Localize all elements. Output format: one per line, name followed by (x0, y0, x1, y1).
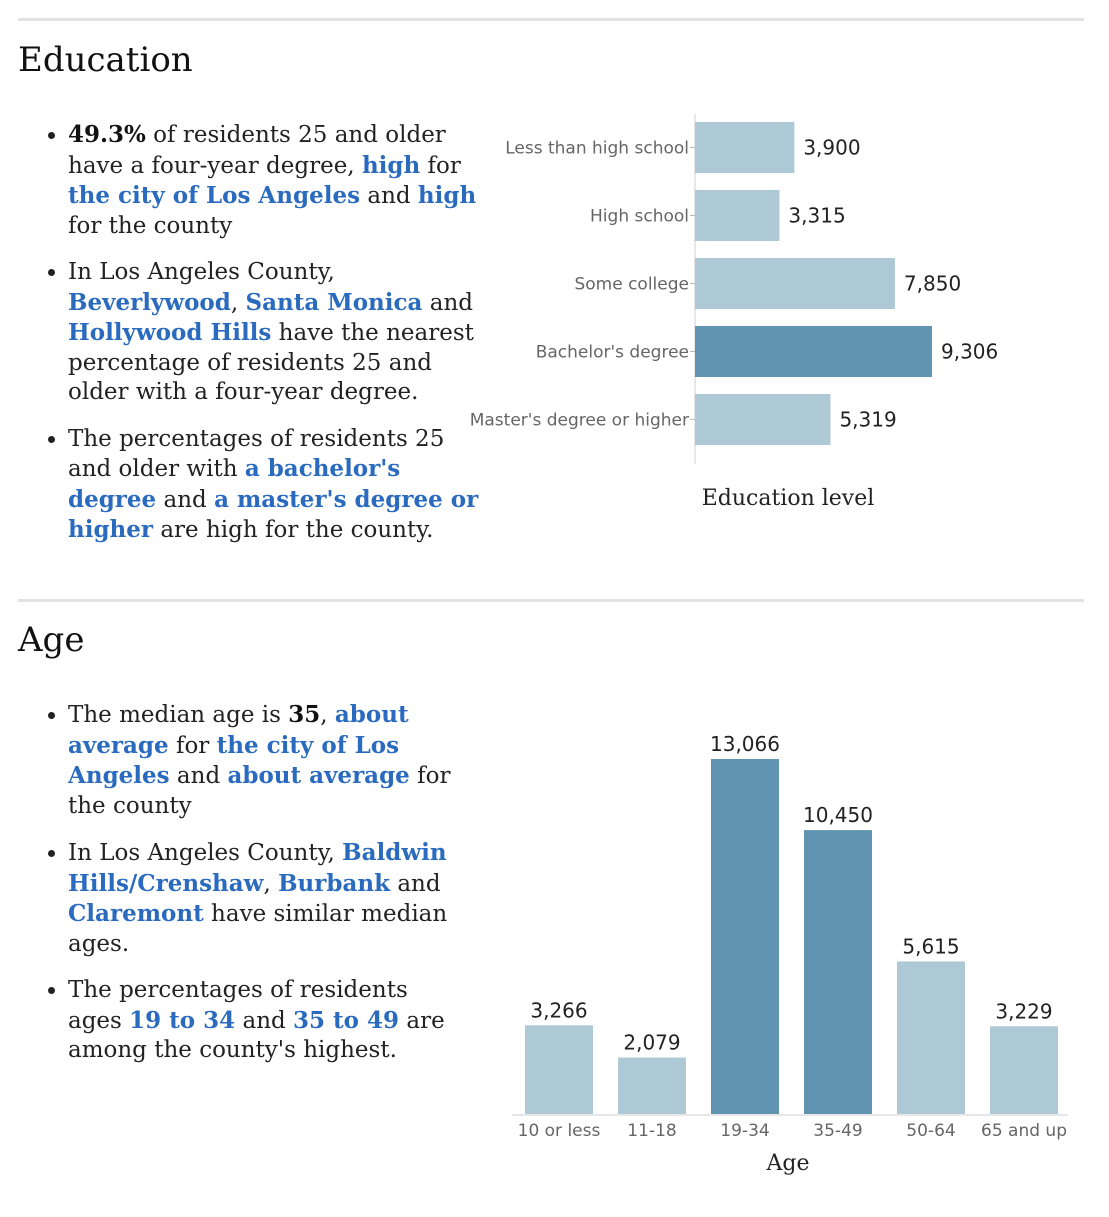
education-link[interactable]: a bachelor's degree (68, 455, 401, 513)
age-link[interactable]: the city of Los Angeles (68, 731, 400, 790)
education-chart: Less than high school 3,900 High school 3,3… (470, 114, 998, 511)
age-value-label: 10,450 (803, 803, 873, 827)
age-link[interactable]: Claremont (68, 900, 204, 927)
education-category-label: High school (590, 207, 689, 227)
age-chart: 3,266 10 or less 2,079 11-18 13,066 19-34 10,4… (512, 732, 1068, 1176)
age-value-label: 13,066 (710, 732, 780, 756)
age-bullet-list: The median age is 35, about average for … (40, 700, 468, 1083)
education-text: are high for the county. (153, 517, 434, 543)
education-text: In Los Angeles County, (68, 259, 335, 285)
age-text: have similar median ages. (68, 901, 448, 957)
education-link[interactable]: Santa Monica (245, 288, 423, 316)
age-text: for (168, 732, 217, 759)
education-bullet: 49.3% of residents 25 and older have a f… (68, 120, 486, 241)
top-divider (18, 18, 1084, 21)
age-bar (525, 1025, 593, 1114)
age-link[interactable]: about average (227, 762, 410, 789)
age-axis-title: Age (766, 1151, 810, 1176)
education-bullet-list: 49.3% of residents 25 and older have a f… (40, 120, 486, 563)
education-text: of residents 25 and older have a four-ye… (68, 122, 446, 179)
education-text: The percentages of residents 25 and olde… (68, 425, 445, 483)
age-bullet: The median age is 35, about average for … (68, 700, 468, 821)
age-bar (897, 961, 965, 1114)
education-link[interactable]: the city of Los Angeles (68, 182, 361, 209)
education-link[interactable]: Hollywood Hills (68, 319, 272, 346)
age-title: Age (18, 620, 85, 660)
education-bar (695, 122, 795, 173)
education-link[interactable]: a master's degree or higher (68, 485, 479, 544)
age-link[interactable]: 19 to 34 (129, 1006, 236, 1034)
age-category-label: 65 and up (981, 1121, 1067, 1141)
education-highlight-value: 49.3% (68, 121, 146, 148)
education-text: and (360, 183, 418, 209)
age-link[interactable]: Baldwin Hills/Crenshaw (68, 839, 447, 897)
age-value-label: 3,266 (530, 998, 587, 1022)
age-value-label: 3,229 (995, 999, 1052, 1023)
age-divider (18, 599, 1084, 602)
age-category-label: 11-18 (627, 1121, 676, 1141)
education-bar (695, 190, 780, 241)
education-text: and (422, 289, 473, 316)
age-text: and (390, 870, 441, 897)
age-bar (618, 1057, 686, 1114)
education-link[interactable]: high (417, 182, 477, 209)
age-value-label: 2,079 (623, 1031, 680, 1055)
education-category-label: Master's degree or higher (470, 411, 689, 431)
education-bullet: The percentages of residents 25 and olde… (68, 425, 486, 546)
age-text: In Los Angeles County, (68, 840, 343, 866)
age-category-label: 35-49 (813, 1121, 862, 1141)
age-highlight-value: 35 (288, 701, 321, 728)
age-category-label: 19-34 (720, 1121, 769, 1141)
education-value-label: 9,306 (941, 340, 998, 364)
education-category-label: Less than high school (505, 139, 689, 159)
education-value-label: 3,900 (803, 136, 860, 160)
age-text: The median age is (68, 702, 289, 728)
education-bar (695, 394, 831, 445)
age-bar (990, 1026, 1058, 1114)
education-category-label: Bachelor's degree (536, 343, 689, 363)
age-value-label: 5,615 (902, 934, 959, 958)
age-category-label: 50-64 (906, 1121, 955, 1141)
education-text: have the nearest percentage of residents… (68, 320, 474, 405)
age-link[interactable]: Burbank (278, 869, 391, 897)
age-text: , (263, 870, 279, 897)
education-link[interactable]: Beverlywood (68, 288, 231, 316)
age-text: for the county (68, 763, 451, 819)
education-value-label: 3,315 (788, 204, 845, 228)
education-bar (695, 326, 932, 377)
age-bar (804, 830, 872, 1114)
age-bar (711, 759, 779, 1114)
age-text: are among the county's highest. (68, 1007, 445, 1064)
education-text: for (420, 152, 461, 179)
education-bullet: In Los Angeles County, Beverlywood, Sant… (68, 258, 486, 408)
education-category-label: Some college (574, 275, 689, 295)
education-value-label: 5,319 (839, 408, 896, 432)
age-text: and (235, 1007, 294, 1034)
age-link[interactable]: about average (68, 701, 409, 759)
education-axis-title: Education level (702, 486, 875, 511)
age-text: The percentages of residents ages (68, 977, 408, 1034)
age-text: and (169, 763, 228, 789)
education-text: and (156, 486, 215, 513)
age-text: , (320, 702, 335, 728)
age-category-label: 10 or less (518, 1121, 601, 1141)
education-link[interactable]: high (361, 151, 421, 179)
age-bullet: In Los Angeles County, Baldwin Hills/Cre… (68, 838, 468, 959)
education-value-label: 7,850 (904, 272, 961, 296)
education-bar (695, 258, 895, 309)
age-bullet: The percentages of residents ages 19 to … (68, 976, 468, 1066)
education-text: for the county (68, 212, 233, 239)
education-title: Education (18, 40, 193, 80)
age-link[interactable]: 35 to 49 (293, 1006, 400, 1034)
education-text: , (230, 289, 246, 316)
